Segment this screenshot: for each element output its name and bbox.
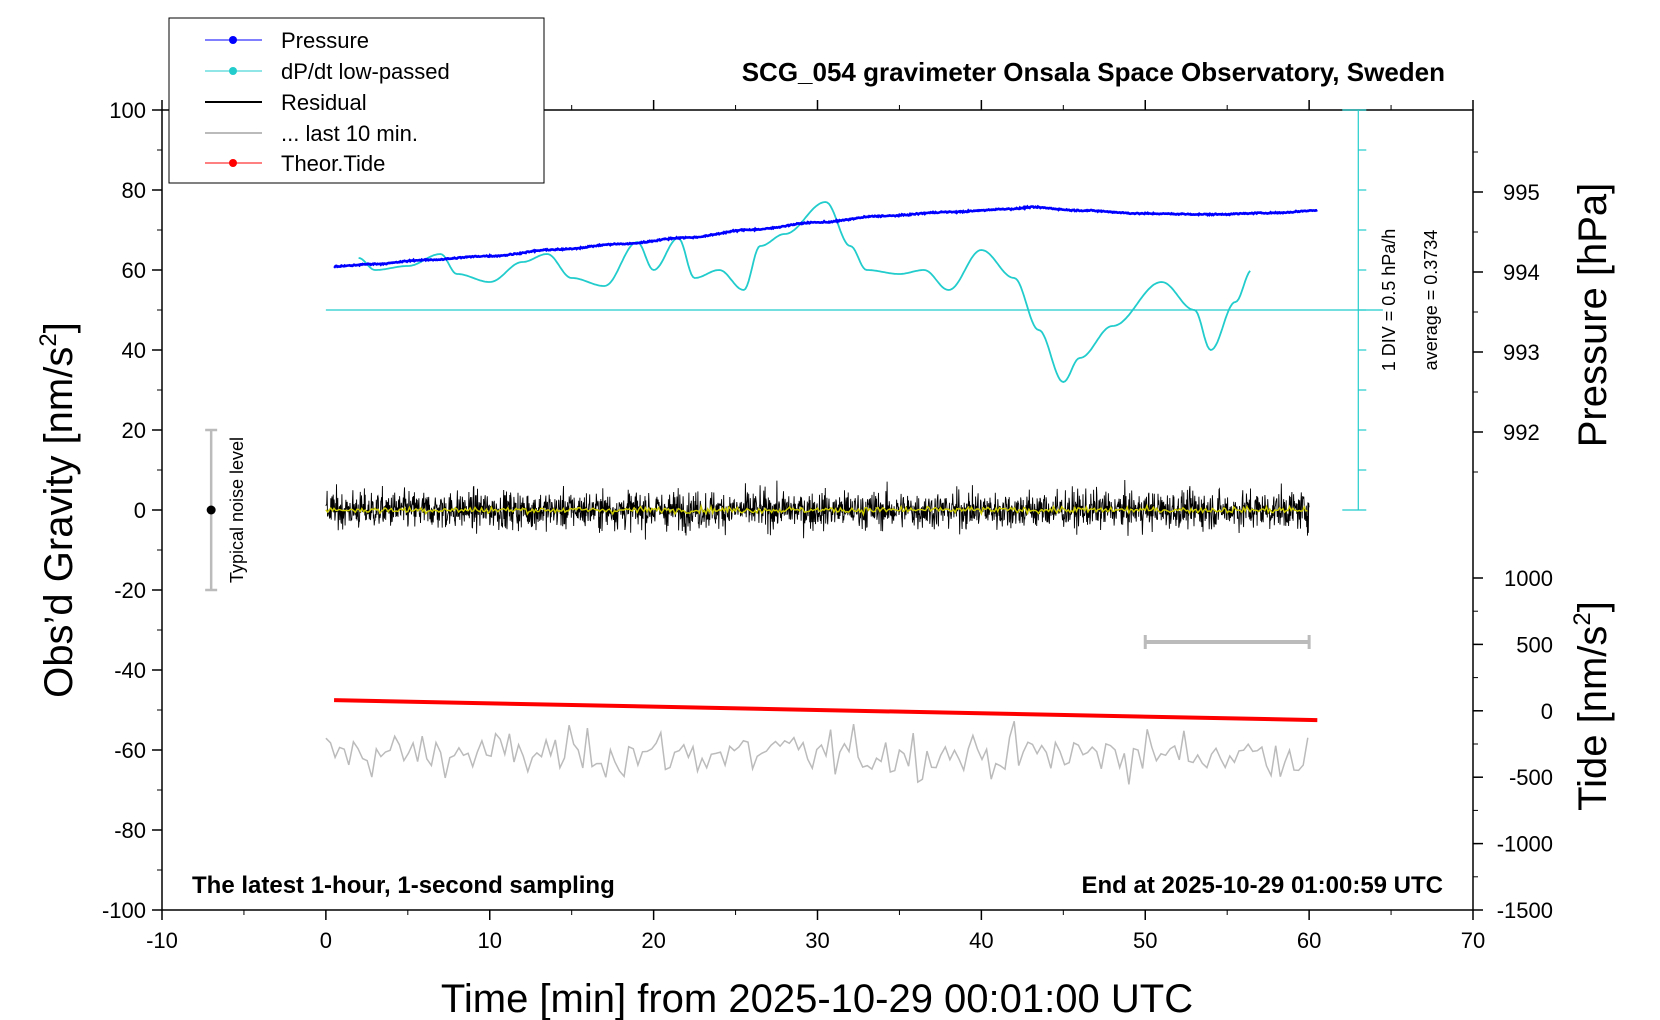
y-left-tick-label: 100 — [109, 98, 146, 123]
legend-last10-label: ... last 10 min. — [281, 121, 418, 146]
y-tide-tick-label: 0 — [1541, 699, 1553, 724]
legend-entry-residual: Residual — [205, 90, 367, 115]
legend-dpdt-label: dP/dt low-passed — [281, 59, 450, 84]
legend-entry-pressure: Pressure — [205, 28, 369, 53]
y-tide-sup: 2 — [1569, 612, 1596, 625]
y-pressure-tick-label: 992 — [1503, 420, 1540, 445]
tide-series — [334, 698, 1318, 723]
legend-box — [168, 17, 545, 184]
legend-pressure-dot — [229, 36, 237, 44]
y-left-tick-label: 80 — [122, 178, 146, 203]
y-tide-tick-label: 1000 — [1504, 566, 1553, 591]
legend-residual-label: Residual — [281, 90, 367, 115]
legend-dpdt-dot — [229, 67, 237, 75]
legend-tide-label: Theor.Tide — [281, 151, 385, 176]
noise-bar-center — [206, 505, 216, 515]
legend-pressure-label: Pressure — [281, 28, 369, 53]
y-left-prefix: Obs’d Gravity [nm/s — [37, 347, 81, 698]
x-tick-label: 0 — [320, 928, 332, 953]
x-tick-label: -10 — [146, 928, 178, 953]
x-tick-label: 70 — [1461, 928, 1485, 953]
average-label: average = 0.3734 — [1421, 230, 1441, 371]
y-left-tick-label: 40 — [122, 338, 146, 363]
legend-entry-tide: Theor.Tide — [205, 151, 385, 176]
y-tide-prefix: Tide [nm/s — [1571, 626, 1615, 811]
dpdt-series — [358, 201, 1251, 383]
div-label: 1 DIV = 0.5 hPa/h — [1379, 229, 1399, 372]
y-left-tick-label: 0 — [134, 498, 146, 523]
y-pressure-tick-label: 995 — [1503, 180, 1540, 205]
pressure-series — [333, 204, 1318, 269]
y-tide-tick-label: 500 — [1516, 632, 1553, 657]
series-layer — [205, 201, 1318, 785]
y-pressure-tick-label: 994 — [1503, 260, 1540, 285]
y-left-tick-label: -20 — [114, 578, 146, 603]
y-axis-title-tide: Tide [nm/s2] — [1569, 601, 1615, 811]
x-axis-title: Time [min] from 2025-10-29 00:01:00 UTC — [441, 977, 1193, 1020]
y-left-tick-label: -60 — [114, 738, 146, 763]
legend-entry-dpdt: dP/dt low-passed — [205, 59, 450, 84]
x-tick-label: 20 — [641, 928, 665, 953]
y-tide-tick-label: -1000 — [1497, 832, 1553, 857]
axis-ticks: -10 0 10 20 30 40 50 60 70100806040200-20-40-60-… — [102, 98, 1553, 953]
y-left-tick-label: -100 — [102, 898, 146, 923]
note-bottom-right: End at 2025-10-29 01:00:59 UTC — [1082, 872, 1444, 899]
y-left-tick-label: -80 — [114, 818, 146, 843]
x-tick-label: 40 — [969, 928, 993, 953]
residual-series — [325, 479, 1310, 540]
y-axis-title-pressure: Pressure [hPa] — [1571, 183, 1615, 448]
y-left-tick-label: 20 — [122, 418, 146, 443]
y-left-suffix: ] — [37, 322, 81, 333]
y-tide-suffix: ] — [1571, 601, 1615, 612]
y-axis-title-left: Obs’d Gravity [nm/s2] — [35, 322, 81, 698]
y-tide-tick-label: -500 — [1509, 765, 1553, 790]
x-tick-label: 60 — [1297, 928, 1321, 953]
x-tick-label: 10 — [478, 928, 502, 953]
noise-label: Typical noise level — [227, 437, 247, 583]
dpdt-scale — [325, 109, 1383, 511]
y-left-tick-label: -40 — [114, 658, 146, 683]
x-tick-label: 50 — [1133, 928, 1157, 953]
y-left-tick-label: 60 — [122, 258, 146, 283]
note-bottom-left: The latest 1-hour, 1-second sampling — [192, 872, 615, 899]
y-left-sup: 2 — [35, 333, 62, 346]
last10-series — [325, 720, 1309, 785]
legend: Pressure dP/dt low-passed Residual ... l… — [168, 17, 545, 184]
y-pressure-tick-label: 993 — [1503, 340, 1540, 365]
legend-tide-dot — [229, 159, 237, 167]
y-tide-tick-label: -1500 — [1497, 898, 1553, 923]
chart-title: SCG_054 gravimeter Onsala Space Observat… — [742, 57, 1445, 87]
legend-entry-last10: ... last 10 min. — [205, 121, 418, 146]
residual-smoothed — [325, 503, 1308, 517]
x-tick-label: 30 — [805, 928, 829, 953]
